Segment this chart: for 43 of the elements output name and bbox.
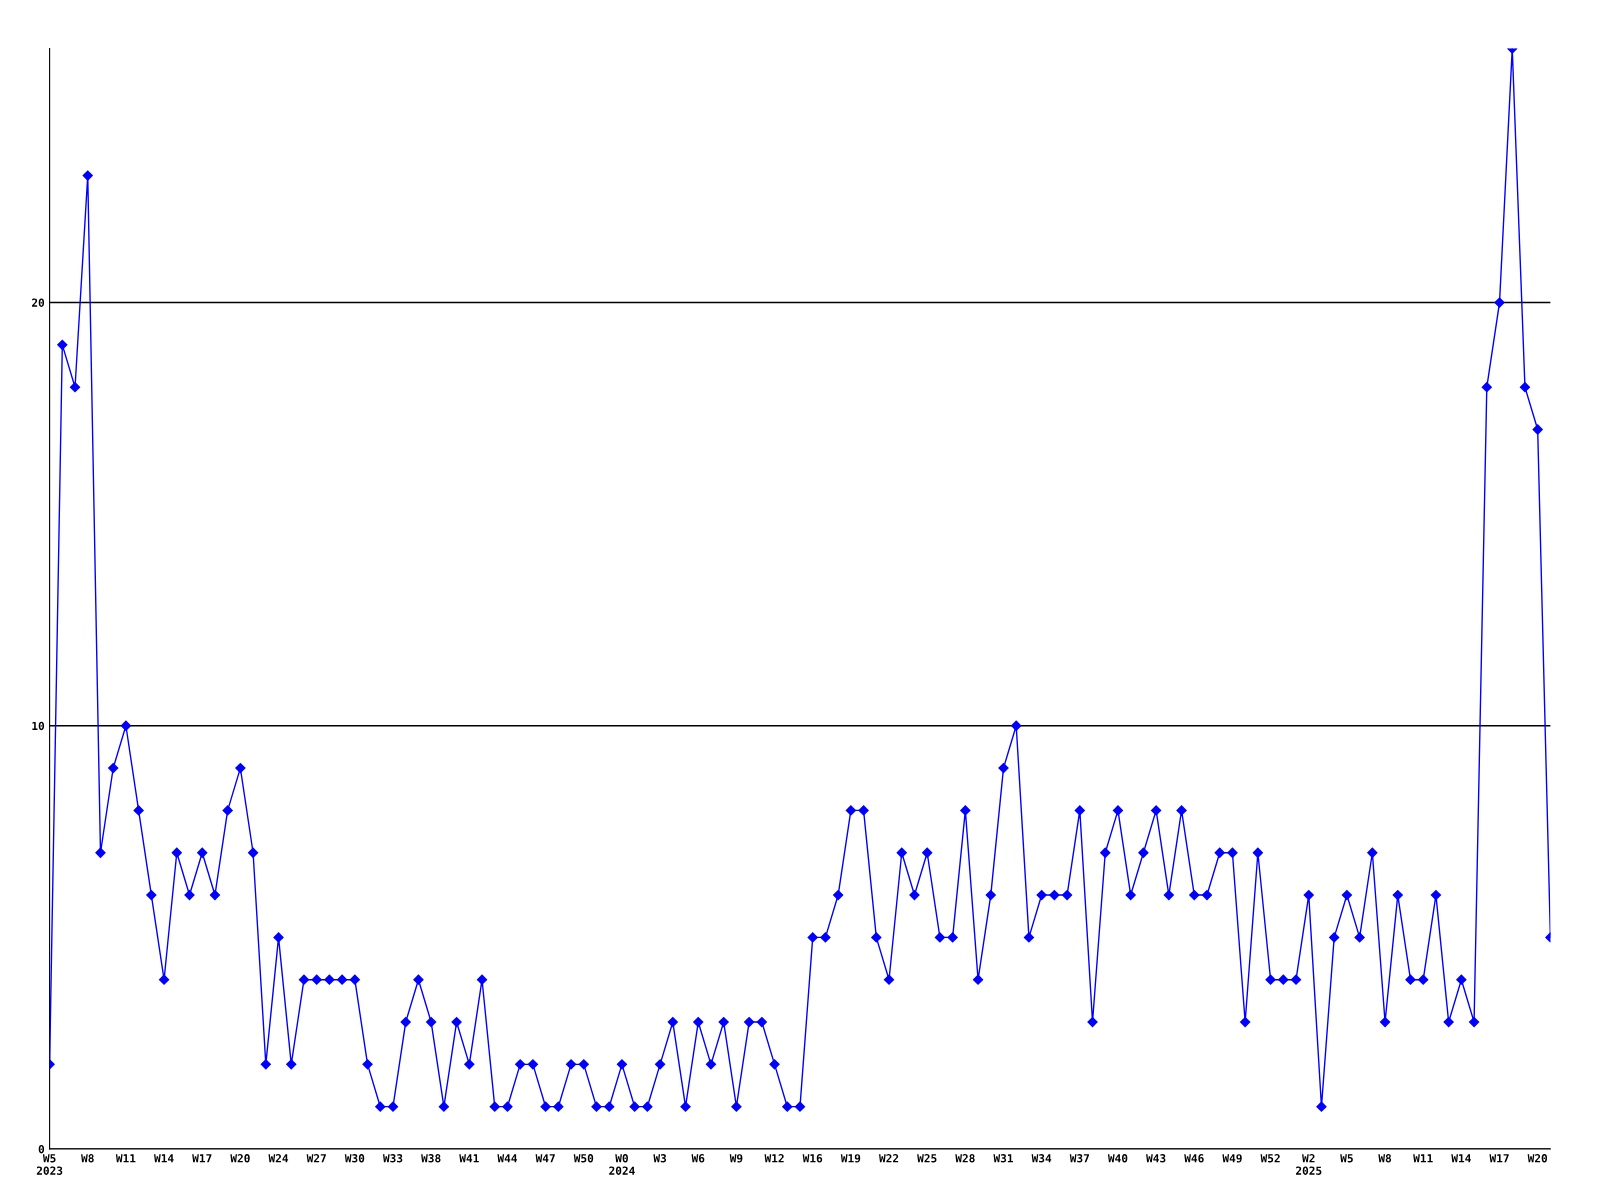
x-tick-label: W6 — [691, 1154, 705, 1163]
x-tick-label: W8 — [81, 1154, 94, 1163]
x-tick-label: W41 — [459, 1154, 479, 1163]
x-tick-label: W14 — [154, 1154, 174, 1163]
x-tick-label: W34 — [1031, 1154, 1052, 1163]
x-tick-label: W19 — [840, 1154, 861, 1163]
x-tick-label: W28 — [955, 1154, 975, 1163]
x-tick-label: W30 — [344, 1154, 365, 1163]
x-tick-label: W43 — [1146, 1154, 1166, 1163]
x-tick-label: W14 — [1451, 1154, 1471, 1163]
x-tick-label: W20 — [1527, 1154, 1548, 1163]
x-tick-label: W5 — [1340, 1154, 1353, 1163]
y-tick-label: 10 — [32, 721, 45, 731]
y-tick-label: 0 — [38, 1144, 45, 1154]
x-tick-label: W17 — [192, 1154, 212, 1163]
x-tick-label: W49 — [1222, 1154, 1242, 1163]
x-tick-label: W11 — [115, 1154, 136, 1163]
x-tick-label: W20 — [230, 1154, 250, 1163]
x-tick-label: W37 — [1069, 1154, 1090, 1163]
x-tick-label: W44 — [497, 1154, 518, 1163]
x-tick-label: W25 — [917, 1154, 937, 1163]
x-tick-label: W47 — [535, 1154, 555, 1163]
x-tick-label: W16 — [802, 1154, 823, 1163]
x-tick-label: W31 — [993, 1154, 1013, 1163]
x-tick-label: W5 2023 — [36, 1154, 63, 1175]
y-tick-label: 20 — [31, 298, 45, 307]
x-tick-label: W24 — [268, 1154, 289, 1163]
x-tick-label: W33 — [382, 1154, 403, 1163]
x-tick-label: W27 — [306, 1154, 326, 1163]
x-tick-label: W12 — [764, 1154, 784, 1163]
x-tick-label: W38 — [421, 1154, 441, 1163]
x-tick-label: W2 2025 — [1295, 1154, 1322, 1175]
x-tick-label: W22 — [879, 1154, 899, 1163]
x-tick-label: W9 — [729, 1154, 743, 1163]
x-tick-label: W3 — [653, 1154, 667, 1163]
x-tick-label: W50 — [573, 1154, 594, 1163]
x-tick-label: W11 — [1413, 1154, 1433, 1163]
x-tick-label: W46 — [1184, 1154, 1204, 1163]
x-tick-label: W52 — [1260, 1154, 1280, 1163]
x-tick-label: W0 2024 — [609, 1154, 635, 1175]
x-tick-label: W40 — [1107, 1154, 1128, 1163]
x-tick-label: W8 — [1378, 1154, 1392, 1163]
x-tick-label: W17 — [1489, 1154, 1509, 1163]
